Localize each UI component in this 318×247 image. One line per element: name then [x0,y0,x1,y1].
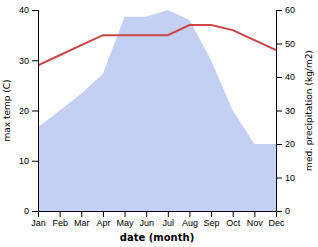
tick-label: May [117,218,135,228]
tick: 50 [276,39,295,49]
tick-mark [103,211,104,217]
tick-label: Oct [226,218,241,228]
tick-mark [276,77,282,78]
tick: Oct [226,211,241,228]
tick-mark [32,211,38,212]
tick: Jul [163,211,175,228]
tick-label: Sep [204,218,220,228]
tick-mark [276,178,282,179]
tick: Apr [96,211,110,228]
tick-label: Mar [74,218,90,228]
tick: 30 [276,106,295,116]
tick: Sep [204,211,220,228]
tick-label: Aug [182,218,198,228]
tick: 10 [276,173,295,183]
tick-mark [276,111,282,112]
tick-label: Nov [247,218,264,228]
line [38,25,276,65]
tick-mark [32,10,38,11]
tick-mark [276,44,282,45]
tick-mark [276,144,282,145]
tick: 60 [276,5,295,15]
tick-label: Jun [139,218,154,228]
tick-mark [168,211,169,217]
y-axis-title: max temp (C) [2,79,12,141]
tick-mark [81,211,82,217]
tick: 0 [24,206,38,216]
y2-axis: 0 10 20 30 40 50 60 [276,5,295,216]
tick-mark [254,211,255,217]
tick: 0 [276,206,290,216]
tick: 10 [19,156,38,166]
tick-label: 40 [285,72,295,82]
tick-mark [276,10,282,11]
tick-mark [32,161,38,162]
tick-mark [276,211,282,212]
tick-mark [32,60,38,61]
tick: 30 [19,56,38,66]
tick-label: 60 [285,5,295,15]
y2-axis-title: med. precipitation (kg/m2) [304,50,314,171]
tick: Aug [182,211,198,228]
marks [38,10,276,211]
tick-label: 20 [19,106,29,116]
tick: 20 [276,139,295,149]
tick-mark [233,211,234,217]
tick-label: 30 [285,106,295,116]
tick: 20 [19,106,38,116]
axis-line [277,11,283,212]
tick-mark [125,211,126,217]
tick-label: 30 [19,56,29,66]
plot: JanFebMarAprMayJunJulAugSepOctNovDec0102… [19,5,295,228]
tick-mark [146,211,147,217]
tick: Jan [31,211,46,228]
tick-label: Dec [268,218,285,228]
tick: 40 [19,5,38,15]
tick-label: Jul [163,218,175,228]
area [38,10,276,211]
tick-label: Apr [96,218,110,228]
axis-line [39,212,277,218]
tick-label: 10 [285,173,295,183]
tick-label: Feb [52,218,68,228]
x-axis: Jan Feb Mar Apr May Jun Jul Aug Sep Oct Nov Dec [31,211,285,228]
tick: Nov [247,211,264,228]
tick-label: 40 [19,5,29,15]
tick-label: 20 [285,139,295,149]
x-axis-title: date (month) [120,232,194,243]
tick-label: 0 [285,206,290,216]
y-axis: 0 10 20 30 40 [19,5,39,216]
tick: Mar [74,211,90,228]
tick: May [117,211,135,228]
tick-label: 10 [19,156,29,166]
tick-mark [211,211,212,217]
tick: Feb [52,211,68,228]
tick-label: Jan [31,218,46,228]
tick-label: 50 [285,39,295,49]
tick: Jun [139,211,154,228]
tick: 40 [276,72,295,82]
tick-mark [60,211,61,217]
chart: JanFebMarAprMayJunJulAugSepOctNovDec0102… [0,0,318,247]
axis-line [32,11,39,212]
tick-mark [32,111,38,112]
tick-mark [189,211,190,217]
tick-label: 0 [24,206,29,216]
tick: Dec [268,211,285,228]
